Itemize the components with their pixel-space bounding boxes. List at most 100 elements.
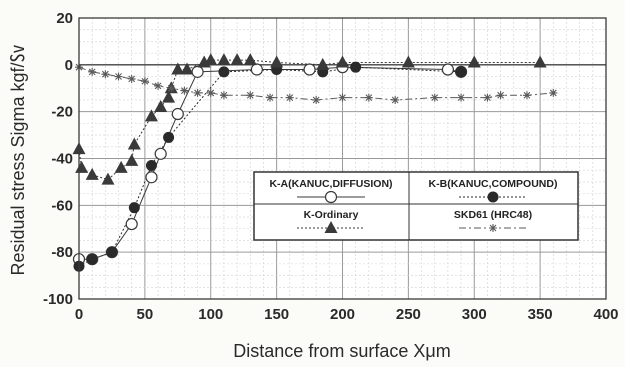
legend-marker-series-2 — [324, 221, 338, 233]
data-point-series-3 — [483, 93, 492, 102]
data-point-series-3 — [285, 93, 294, 102]
star-stroke — [496, 91, 505, 100]
data-point-series-1 — [128, 202, 140, 214]
data-point-series-3 — [88, 67, 97, 76]
legend-label: K-Ordinary — [304, 209, 359, 221]
star-stroke — [167, 84, 176, 93]
star-stroke — [154, 81, 163, 90]
data-point-series-2 — [270, 55, 284, 68]
star-stroke — [193, 88, 202, 97]
data-point-series-2 — [230, 53, 244, 66]
data-point-series-3 — [391, 95, 400, 104]
y-axis-label: Residual stress Sigma kgf/㏜ — [8, 44, 28, 275]
star-stroke — [246, 91, 255, 100]
data-point-series-3 — [549, 88, 558, 97]
star-stroke — [522, 91, 531, 100]
legend: K-A(KANUC,DIFFUSION) K-B(KANUC,COMPOUND) K… — [253, 171, 579, 241]
star-stroke — [489, 224, 497, 232]
data-point-series-2 — [467, 55, 481, 68]
data-point-series-1 — [106, 246, 118, 258]
data-point-series-0 — [191, 65, 204, 78]
data-point-series-1 — [145, 160, 157, 172]
data-point-series-3 — [266, 93, 275, 102]
data-point-series-3 — [430, 93, 439, 102]
data-point-series-0 — [125, 217, 138, 231]
data-point-series-3 — [127, 74, 136, 83]
star-stroke — [483, 93, 492, 102]
data-point-series-2 — [336, 55, 349, 68]
star-stroke — [430, 93, 439, 102]
data-point-series-3 — [180, 86, 189, 95]
data-point-series-3 — [101, 70, 110, 79]
x-tick-label: 0 — [75, 306, 83, 323]
star-stroke — [180, 86, 189, 95]
data-point-series-2 — [125, 153, 139, 166]
star-stroke — [101, 70, 110, 79]
legend-marker-series-0 — [324, 190, 338, 204]
data-point-series-2 — [114, 160, 128, 173]
data-point-series-3 — [496, 91, 505, 100]
y-tick-label: -60 — [51, 197, 73, 214]
star-stroke — [364, 93, 373, 102]
data-point-series-3 — [522, 91, 531, 100]
data-point-series-3 — [312, 95, 321, 104]
data-point-series-2 — [204, 53, 218, 66]
data-point-series-0 — [250, 63, 263, 76]
star-stroke — [312, 95, 321, 104]
data-point-series-2 — [533, 55, 547, 68]
star-stroke — [549, 88, 558, 97]
data-point-series-0 — [441, 63, 454, 76]
star-stroke — [114, 72, 123, 81]
data-point-series-3 — [114, 72, 123, 81]
x-tick-label: 350 — [528, 306, 553, 323]
data-point-series-0 — [154, 147, 167, 160]
x-tick-label: 150 — [264, 306, 289, 323]
y-tick-label: -80 — [51, 244, 73, 261]
star-stroke — [127, 74, 136, 83]
data-point-series-2 — [171, 62, 185, 75]
star-stroke — [219, 91, 228, 100]
x-tick-label: 100 — [198, 306, 223, 323]
star-stroke — [206, 88, 215, 97]
star-stroke — [457, 93, 466, 102]
y-tick-label: -40 — [51, 151, 73, 168]
axis-tick-labels: 0 50 100 150 200 250 300 350 400200-20-40-60-80-… — [43, 10, 619, 323]
star-stroke — [285, 93, 294, 102]
data-point-series-2 — [243, 53, 257, 66]
data-point-series-0 — [145, 171, 158, 184]
data-point-series-0 — [303, 63, 316, 76]
data-point-series-2 — [127, 137, 141, 150]
x-tick-label: 250 — [396, 306, 421, 323]
data-point-series-1 — [86, 253, 98, 265]
legend-marker-series-3 — [489, 224, 497, 232]
data-point-series-3 — [140, 77, 149, 86]
star-stroke — [88, 67, 97, 76]
star-stroke — [266, 93, 275, 102]
y-tick-label: 20 — [56, 10, 73, 27]
legend-items: K-A(KANUC,DIFFUSION) K-B(KANUC,COMPOUND) K… — [269, 178, 557, 233]
data-point-series-2 — [144, 109, 158, 122]
data-point-series-3 — [219, 91, 228, 100]
star-stroke — [391, 95, 400, 104]
data-point-series-3 — [206, 88, 215, 97]
data-point-series-3 — [193, 88, 202, 97]
x-tick-label: 300 — [462, 306, 487, 323]
data-point-series-3 — [246, 91, 255, 100]
data-point-series-1 — [350, 61, 362, 73]
data-point-series-3 — [154, 81, 163, 90]
x-axis-label: Distance from surface Xμm — [233, 341, 450, 361]
legend-label: SKD61 (HRC48) — [454, 209, 532, 221]
data-point-series-3 — [338, 93, 347, 102]
plot-frame — [78, 17, 607, 300]
data-point-series-3 — [167, 84, 176, 93]
data-point-series-2 — [85, 167, 99, 180]
y-tick-label: 0 — [65, 57, 73, 74]
legend-box — [253, 171, 579, 241]
legend-marker-series-1 — [487, 191, 499, 203]
data-point-series-1 — [218, 66, 230, 78]
data-point-series-0 — [171, 107, 184, 121]
legend-label: K-B(KANUC,COMPOUND) — [429, 178, 558, 190]
data-point-series-2 — [101, 172, 115, 185]
x-tick-label: 50 — [137, 306, 154, 323]
